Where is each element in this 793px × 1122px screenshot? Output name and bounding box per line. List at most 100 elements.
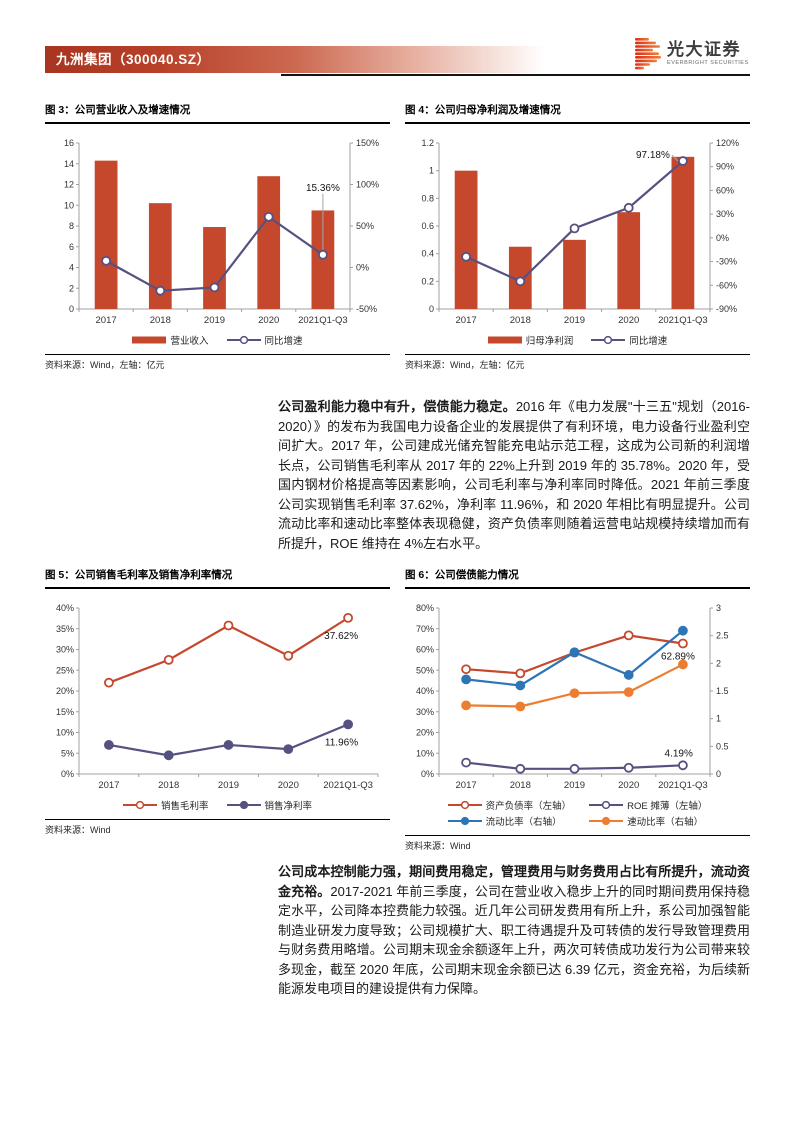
svg-text:90%: 90% [716, 162, 734, 172]
svg-text:97.18%: 97.18% [636, 150, 670, 161]
svg-text:0%: 0% [716, 233, 729, 243]
figure-3-source: 资料来源：Wind，左轴：亿元 [45, 354, 390, 371]
svg-text:20%: 20% [416, 728, 434, 738]
legend-item: ROE 摊薄（左轴） [589, 798, 707, 812]
legend-label: 归母净利润 [525, 336, 574, 347]
legend-label: 销售毛利率 [160, 801, 209, 812]
svg-text:0: 0 [429, 304, 434, 314]
svg-text:1.5: 1.5 [716, 686, 729, 696]
svg-text:2017: 2017 [456, 780, 477, 791]
paragraph-1-body: 2016 年《电力发展"十三五"规划（2016-2020）》的发布为我国电力设备… [278, 399, 750, 551]
legend-item: 营业收入 [132, 333, 209, 347]
figure-5-title: 图 5：公司销售毛利率及销售净利率情况 [45, 565, 390, 589]
svg-text:30%: 30% [416, 707, 434, 717]
svg-text:25%: 25% [56, 665, 74, 675]
svg-text:2017: 2017 [456, 315, 477, 326]
cost-control-paragraph: 公司成本控制能力强，期间费用稳定，管理费用与财务费用占比有所提升，流动资金充裕。… [278, 862, 750, 999]
profitability-paragraph: 公司盈利能力稳中有升，偿债能力稳定。2016 年《电力发展"十三五"规划（201… [278, 397, 750, 553]
svg-text:2: 2 [69, 283, 74, 293]
svg-text:2020: 2020 [278, 780, 299, 791]
svg-text:2020: 2020 [618, 315, 639, 326]
figure-5-legend: 销售毛利率 销售净利率 [45, 798, 390, 812]
figure-4-legend: 归母净利润 同比增速 [405, 333, 750, 347]
figure-3: 图 3：公司营业收入及增速情况 0 2 4 6 8 10 12 14 16 -50% 0% 50% 10… [45, 100, 390, 371]
svg-text:0.6: 0.6 [421, 221, 434, 231]
line-swatch-icon [447, 800, 482, 810]
svg-text:0: 0 [716, 769, 721, 779]
figure-6-legend: 资产负债率（左轴） ROE 摊薄（左轴） 流动比率（右轴） 速动比率（右轴） [405, 798, 750, 828]
svg-text:-60%: -60% [716, 280, 737, 290]
figure-6: 图 6：公司偿债能力情况 0% 10% 20% 30% 40% 50% 60% 70% 80% 0… [405, 565, 750, 852]
logo-en-text: EVERBRIGHT SECURITIES [667, 60, 749, 67]
svg-text:2017: 2017 [98, 780, 119, 791]
svg-text:50%: 50% [356, 221, 374, 231]
bar-swatch-icon [487, 336, 522, 344]
figure-row-1: 图 3：公司营业收入及增速情况 0 2 4 6 8 10 12 14 16 -50% 0% 50% 10… [45, 100, 750, 371]
figure-5-source: 资料来源：Wind [45, 819, 390, 836]
svg-text:14: 14 [64, 159, 74, 169]
svg-text:6: 6 [69, 242, 74, 252]
svg-text:11.96%: 11.96% [325, 737, 358, 748]
svg-text:3: 3 [716, 603, 721, 613]
net-profit-growth-chart: 0 0.2 0.4 0.6 0.8 1 1.2 -90% -60% -30% 0% 30% 60% 90%… [421, 138, 739, 326]
svg-text:70%: 70% [416, 624, 434, 634]
header-rule [281, 74, 750, 76]
line-swatch-icon [591, 335, 626, 345]
legend-item: 速动比率（右轴） [589, 814, 707, 828]
svg-text:10%: 10% [416, 748, 434, 758]
svg-text:60%: 60% [416, 645, 434, 655]
figure-4-source: 资料来源：Wind，左轴：亿元 [405, 354, 750, 371]
bar-swatch-icon [132, 336, 167, 344]
svg-text:2019: 2019 [218, 780, 239, 791]
svg-text:15%: 15% [56, 707, 74, 717]
line-swatch-icon [447, 816, 482, 826]
legend-label: 流动比率（右轴） [485, 817, 562, 828]
svg-text:37.62%: 37.62% [324, 631, 358, 642]
svg-text:2018: 2018 [510, 780, 531, 791]
paragraph-1-lead: 公司盈利能力稳中有升，偿债能力稳定。 [278, 399, 516, 414]
svg-text:8: 8 [69, 221, 74, 231]
svg-text:62.89%: 62.89% [661, 652, 695, 663]
figure-6-source: 资料来源：Wind [405, 835, 750, 852]
legend-item: 同比增速 [226, 333, 303, 347]
svg-text:5%: 5% [61, 748, 74, 758]
svg-text:35%: 35% [56, 624, 74, 634]
figure-4-title: 图 4：公司归母净利润及增速情况 [405, 100, 750, 124]
svg-text:12: 12 [64, 180, 74, 190]
svg-text:2.5: 2.5 [716, 631, 729, 641]
svg-text:2019: 2019 [564, 780, 585, 791]
svg-text:-90%: -90% [716, 304, 737, 314]
svg-text:2021Q1-Q3: 2021Q1-Q3 [658, 315, 708, 326]
svg-text:-30%: -30% [716, 257, 737, 267]
legend-label: ROE 摊薄（左轴） [627, 801, 708, 812]
svg-text:100%: 100% [356, 180, 379, 190]
svg-text:0%: 0% [421, 769, 434, 779]
line-swatch-icon [122, 800, 157, 810]
svg-text:20%: 20% [56, 686, 74, 696]
svg-text:4: 4 [69, 263, 74, 273]
svg-text:2020: 2020 [618, 780, 639, 791]
svg-text:2: 2 [716, 658, 721, 668]
logo-cn-text: 光大证券 [667, 40, 741, 60]
svg-text:4.19%: 4.19% [665, 748, 693, 759]
legend-label: 资产负债率（左轴） [485, 801, 572, 812]
revenue-growth-chart: 0 2 4 6 8 10 12 14 16 -50% 0% 50% 100% 150% 2017 2018 20… [64, 138, 379, 326]
paragraph-2-body: 2017-2021 年前三季度，公司在营业收入稳步上升的同时期间费用保持稳定水平… [278, 883, 750, 997]
svg-text:1: 1 [716, 714, 721, 724]
svg-text:1: 1 [429, 166, 434, 176]
svg-text:2020: 2020 [258, 315, 279, 326]
svg-text:2018: 2018 [150, 315, 171, 326]
svg-text:2021Q1-Q3: 2021Q1-Q3 [298, 315, 348, 326]
line-swatch-icon [226, 800, 261, 810]
line-swatch-icon [226, 335, 261, 345]
svg-text:120%: 120% [716, 138, 739, 148]
everbright-logo: 光大证券 EVERBRIGHT SECURITIES [634, 37, 749, 71]
svg-text:-50%: -50% [356, 304, 377, 314]
margin-chart: 0% 5% 10% 15% 20% 25% 30% 35% 40% 2017 2018 2019 202… [56, 603, 379, 791]
svg-text:0.2: 0.2 [421, 276, 434, 286]
svg-text:0.4: 0.4 [421, 249, 434, 259]
line-swatch-icon [589, 816, 624, 826]
legend-label: 速动比率（右轴） [627, 817, 704, 828]
figure-3-title: 图 3：公司营业收入及增速情况 [45, 100, 390, 124]
legend-label: 同比增速 [264, 336, 303, 347]
